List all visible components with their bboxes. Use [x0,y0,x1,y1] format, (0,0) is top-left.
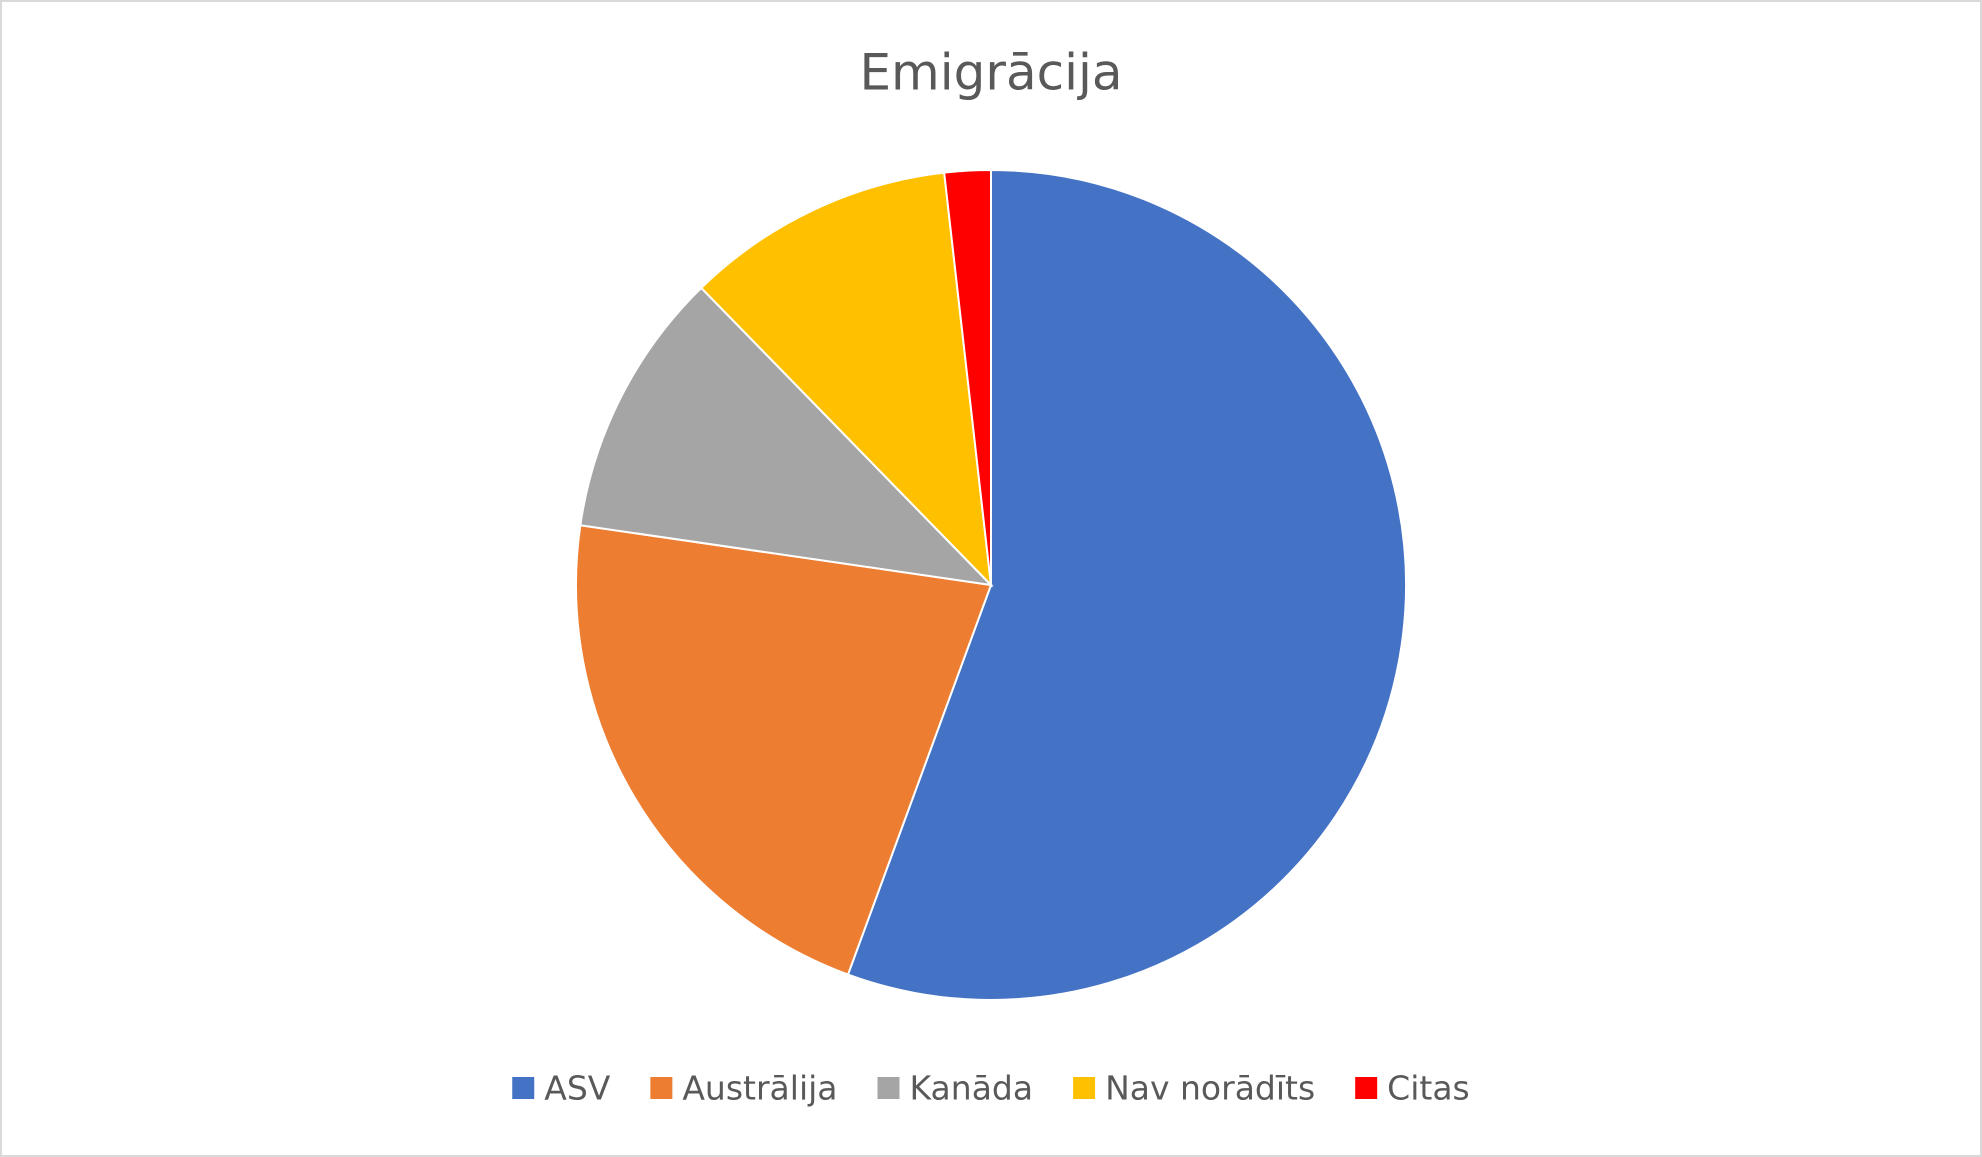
legend-label: Citas [1387,1069,1470,1108]
legend-label: Nav norādīts [1105,1069,1315,1108]
pie-slice [699,171,993,588]
legend: ASV Austrālija Kanāda Nav norādīts Citas [512,1069,1470,1108]
legend-swatch [512,1077,535,1099]
pie-slice [579,286,994,587]
legend-swatch [650,1077,673,1099]
chart-title: Emigrācija [859,44,1122,102]
legend-swatch [1355,1077,1378,1099]
legend-label: Kanāda [910,1069,1034,1108]
legend-label: Austrālija [682,1069,837,1108]
pie-slice [846,168,1407,1001]
pie-slice [575,524,993,976]
pie-slice [943,168,992,586]
legend-swatch [877,1077,900,1099]
legend-swatch [1073,1077,1096,1099]
legend-label: ASV [544,1069,611,1108]
pie [575,168,1407,1001]
